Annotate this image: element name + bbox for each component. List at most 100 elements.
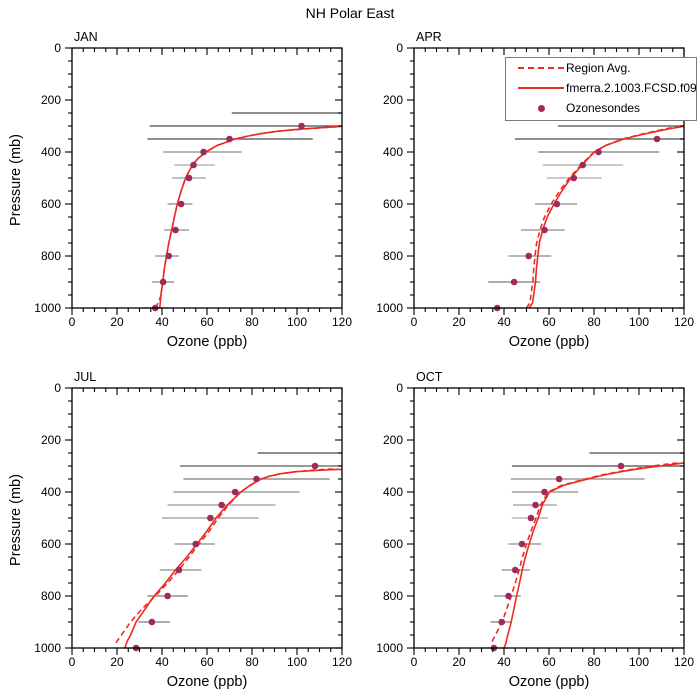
y-tick-label: 0 (396, 381, 403, 395)
ozonesonde-point (226, 135, 233, 143)
y-tick-label: 800 (41, 589, 61, 603)
y-tick-label: 600 (383, 537, 403, 551)
ozonesonde-point (311, 462, 319, 470)
ozonesonde-point (218, 501, 225, 509)
x-tick-label: 20 (452, 315, 466, 329)
y-tick-label: 800 (383, 589, 403, 603)
y-tick-label: 200 (41, 433, 61, 447)
ozonesonde-point (527, 514, 535, 522)
figure-title: NH Polar East (305, 5, 395, 21)
x-tick-label: 40 (497, 315, 511, 329)
x-tick-label: 80 (245, 315, 259, 329)
ozonesonde-point (510, 278, 518, 286)
y-tick-label: 200 (383, 93, 403, 107)
xaxis-title-jan: Ozone (ppb) (166, 334, 248, 350)
y-tick-label: 600 (41, 537, 61, 551)
ozonesonde-point (541, 226, 548, 234)
model-line (503, 462, 685, 649)
ozonesonde-point (498, 618, 506, 626)
panel-label-jan: JAN (74, 30, 98, 44)
legend-label: Ozonesondes (566, 101, 641, 115)
ozonesonde-point (207, 514, 214, 522)
ozonesonde-point (148, 618, 156, 626)
legend-label: Region Avg. (566, 61, 631, 75)
ozonesonde-point (505, 592, 512, 600)
y-tick-label: 400 (383, 145, 403, 159)
x-tick-label: 0 (411, 315, 418, 329)
x-tick-label: 60 (200, 315, 214, 329)
x-tick-label: 60 (542, 315, 556, 329)
y-tick-label: 600 (383, 197, 403, 211)
ozonesonde-point (579, 161, 587, 169)
y-tick-label: 1000 (34, 301, 61, 315)
x-tick-label: 100 (629, 315, 649, 329)
ozonesonde-point (185, 174, 193, 182)
legend-row-model: fmerra.2.1003.FCSD.f09.q (506, 78, 696, 98)
plot-frame (413, 387, 685, 649)
ozonesonde-point (553, 200, 561, 208)
y-tick-label: 400 (41, 485, 61, 499)
x-tick-label: 0 (411, 655, 418, 669)
y-tick-label: 600 (41, 197, 61, 211)
legend-row-region-avg: Region Avg. (506, 58, 696, 78)
x-tick-label: 100 (287, 315, 307, 329)
ozonesonde-point (159, 278, 167, 286)
ozonesonde-point (172, 226, 179, 234)
ozonesonde-point (253, 475, 260, 483)
y-tick-label: 1000 (376, 641, 403, 655)
y-tick-label: 200 (383, 433, 403, 447)
y-tick-label: 800 (41, 249, 61, 263)
legend-label: fmerra.2.1003.FCSD.f09.q (566, 81, 697, 95)
x-tick-label: 60 (542, 655, 556, 669)
model-line (124, 468, 343, 649)
dot-swatch-icon (518, 103, 564, 113)
ozonesonde-point (511, 566, 519, 574)
ozonesonde-point (231, 488, 239, 496)
ozonesonde-point (532, 501, 539, 509)
panel-label-oct: OCT (416, 370, 443, 384)
y-tick-label: 800 (383, 249, 403, 263)
y-tick-label: 400 (41, 145, 61, 159)
ozonesonde-point (177, 200, 185, 208)
x-tick-label: 20 (110, 315, 124, 329)
region-avg-line (154, 125, 343, 309)
x-tick-label: 120 (332, 315, 352, 329)
x-tick-label: 120 (332, 655, 352, 669)
solid-line-swatch-icon (518, 83, 564, 93)
y-tick-label: 400 (383, 485, 403, 499)
dashed-line-swatch-icon (518, 63, 564, 73)
x-tick-label: 80 (587, 315, 601, 329)
panel-label-jul: JUL (74, 370, 97, 384)
ozonesonde-point (298, 122, 305, 130)
region-avg-line (115, 468, 338, 644)
x-tick-label: 80 (587, 655, 601, 669)
ozonesonde-point (555, 475, 563, 483)
ozonesonde-point (190, 161, 197, 169)
x-tick-label: 20 (110, 655, 124, 669)
x-tick-label: 0 (69, 315, 76, 329)
ozonesonde-point (595, 148, 602, 156)
ozonesonde-point (518, 540, 526, 548)
x-tick-label: 100 (287, 655, 307, 669)
x-tick-label: 60 (200, 655, 214, 669)
ozonesonde-point (164, 592, 171, 600)
x-tick-label: 40 (497, 655, 511, 669)
ozonesonde-point (200, 148, 207, 156)
x-tick-label: 120 (674, 655, 694, 669)
model-line (528, 125, 685, 309)
ozonesonde-point (192, 540, 200, 548)
xaxis-title-jul: Ozone (ppb) (166, 674, 248, 690)
y-tick-label: 0 (396, 41, 403, 55)
ozonesonde-point (653, 135, 661, 143)
ozonesonde-point (525, 252, 533, 260)
panel-label-apr: APR (416, 30, 442, 44)
x-tick-label: 80 (245, 655, 259, 669)
xaxis-title-oct: Ozone (ppb) (508, 674, 590, 690)
legend-row-ozonesondes: Ozonesondes (506, 98, 696, 118)
ozonesonde-point (541, 488, 548, 496)
region-avg-line (525, 125, 682, 309)
x-tick-label: 20 (452, 655, 466, 669)
ozonesonde-point (175, 566, 183, 574)
